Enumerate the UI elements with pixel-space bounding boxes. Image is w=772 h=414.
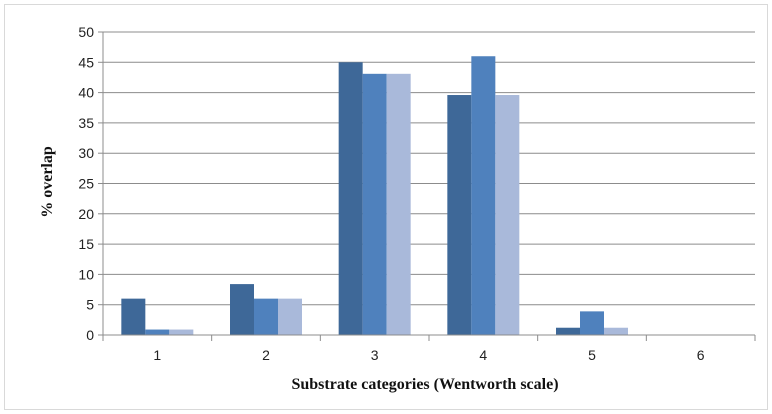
bar xyxy=(254,298,278,335)
gridlines xyxy=(103,31,755,306)
x-tick-label: 2 xyxy=(262,347,270,363)
bar xyxy=(169,329,194,335)
bar xyxy=(362,73,387,336)
bar xyxy=(230,284,254,335)
x-tick-label: 1 xyxy=(153,347,161,363)
x-tick-label: 4 xyxy=(479,347,487,363)
y-tick-label: 30 xyxy=(78,145,94,161)
y-tick-label: 25 xyxy=(78,176,94,192)
y-tick-label: 35 xyxy=(78,115,94,131)
x-axis-title: Substrate categories (Wentworth scale) xyxy=(291,376,558,393)
x-tick-label: 6 xyxy=(697,347,705,363)
bars xyxy=(121,56,628,336)
y-tick-label: 5 xyxy=(86,297,94,313)
x-tick-label: 5 xyxy=(588,347,596,363)
y-tick-label: 15 xyxy=(78,236,94,252)
y-tick-label: 50 xyxy=(78,24,94,40)
axes xyxy=(98,31,756,341)
bar xyxy=(145,329,170,335)
bar xyxy=(121,298,146,335)
bar xyxy=(447,95,472,335)
x-tick-labels: 1 2 3 4 5 6 xyxy=(153,347,704,363)
bar xyxy=(580,311,604,335)
x-tick-label: 3 xyxy=(371,347,379,363)
bar xyxy=(556,327,580,335)
bar xyxy=(386,73,411,336)
y-tick-label: 45 xyxy=(78,54,94,70)
y-tick-label: 20 xyxy=(78,206,94,222)
y-tick-labels: 0 5 10 15 20 25 30 35 40 45 50 xyxy=(78,24,94,343)
bar xyxy=(604,327,628,335)
bar xyxy=(471,56,496,336)
bar xyxy=(495,95,520,335)
y-tick-label: 10 xyxy=(78,266,94,282)
y-axis-title: % overlap xyxy=(39,146,56,218)
bar xyxy=(278,298,302,335)
bar xyxy=(338,62,363,336)
y-tick-label: 0 xyxy=(86,327,94,343)
y-tick-label: 40 xyxy=(78,85,94,101)
